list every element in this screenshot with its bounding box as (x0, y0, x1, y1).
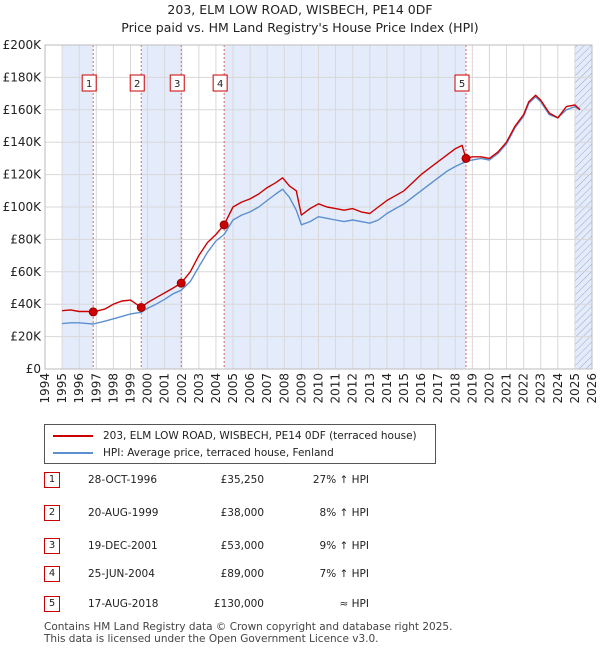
sale-label-box (81, 74, 97, 92)
sale-label-box (454, 74, 470, 92)
sale-label-number: 5 (459, 79, 465, 90)
x-tick-label: 2019 (465, 373, 479, 404)
table-row: 4 25-JUN-2004 £89,000 7% ↑ HPI (44, 566, 444, 584)
x-tick-label: 2022 (517, 373, 531, 404)
y-tick-label: £0 (26, 362, 41, 376)
sale-date: 28-OCT-1996 (88, 474, 157, 486)
footer-licence: This data is licensed under the Open Gov… (44, 633, 379, 645)
sale-number-badge: 2 (44, 505, 60, 521)
sale-number-badge: 1 (44, 472, 60, 488)
y-tick-label: £20K (10, 330, 42, 344)
x-tick-label: 1994 (38, 373, 52, 404)
x-tick-label: 2015 (397, 373, 411, 404)
x-tick-label: 2001 (158, 373, 172, 404)
x-tick-label: 2024 (551, 373, 565, 404)
sale-hpi-comparison: 8% ↑ HPI (319, 507, 369, 519)
x-tick-label: 2012 (346, 373, 360, 404)
sale-point (176, 278, 186, 288)
y-tick-label: £120K (3, 168, 43, 182)
x-tick-label: 2006 (243, 373, 257, 404)
legend-swatch-hpi (53, 452, 93, 454)
price-chart: £0 £20K £40K £60K £80K £100K £120K £140K £160K £1… (3, 38, 599, 404)
x-tick-label: 1997 (89, 373, 103, 404)
table-row: 2 20-AUG-1999 £38,000 8% ↑ HPI (44, 505, 444, 523)
x-tick-label: 2021 (500, 373, 514, 404)
table-row: 3 19-DEC-2001 £53,000 9% ↑ HPI (44, 538, 444, 556)
legend-label-price: 203, ELM LOW ROAD, WISBECH, PE14 0DF (te… (103, 430, 417, 442)
x-tick-label: 2008 (277, 373, 291, 404)
x-tick-label: 2026 (585, 373, 599, 404)
sale-price: £130,000 (213, 598, 264, 610)
sale-label-number: 1 (86, 79, 92, 90)
sale-hpi-comparison: ≈ HPI (339, 598, 369, 610)
x-tick-label: 1998 (106, 373, 120, 404)
footer-copyright: Contains HM Land Registry data © Crown c… (44, 621, 453, 633)
x-tick-label: 1996 (72, 373, 86, 404)
y-tick-label: £80K (10, 232, 42, 246)
sale-number-badge: 3 (44, 538, 60, 554)
sale-price: £35,250 (220, 474, 264, 486)
chart-title-address: 203, ELM LOW ROAD, WISBECH, PE14 0DF (167, 2, 433, 17)
x-tick-label: 2016 (414, 373, 428, 404)
sale-price: £89,000 (220, 568, 264, 580)
x-tick-label: 2000 (141, 373, 155, 404)
sale-label-number: 3 (174, 79, 180, 90)
table-row: 1 28-OCT-1996 £35,250 27% ↑ HPI (44, 472, 444, 490)
x-tick-label: 2010 (312, 373, 326, 404)
sale-point (88, 307, 98, 317)
y-tick-label: £140K (3, 135, 43, 149)
y-tick-label: £60K (10, 265, 42, 279)
chart-subtitle: Price paid vs. HM Land Registry's House … (121, 20, 479, 35)
x-tick-label: 2003 (192, 373, 206, 404)
sale-number-badge: 5 (44, 596, 60, 612)
sale-point (219, 220, 229, 230)
sale-label-number: 4 (217, 79, 223, 90)
x-tick-label: 2009 (294, 373, 308, 404)
legend-swatch-price (53, 435, 93, 437)
x-tick-label: 2013 (363, 373, 377, 404)
x-tick-label: 1995 (55, 373, 69, 404)
legend-item-price-paid: 203, ELM LOW ROAD, WISBECH, PE14 0DF (te… (53, 428, 417, 444)
x-tick-label: 2002 (175, 373, 189, 404)
y-tick-label: £200K (3, 38, 43, 52)
x-tick-label: 1999 (123, 373, 137, 404)
x-tick-label: 2017 (431, 373, 445, 404)
sale-date: 25-JUN-2004 (88, 568, 155, 580)
sale-price: £38,000 (220, 507, 264, 519)
sale-label-box (129, 74, 145, 92)
y-tick-label: £40K (10, 297, 42, 311)
legend-label-hpi: HPI: Average price, terraced house, Fenl… (103, 447, 334, 459)
table-row: 5 17-AUG-2018 £130,000 ≈ HPI (44, 596, 444, 614)
sale-hpi-comparison: 9% ↑ HPI (319, 540, 369, 552)
price-paid-line (62, 94, 581, 313)
sale-label-box (169, 74, 185, 92)
x-tick-label: 2018 (448, 373, 462, 404)
hpi-line (62, 96, 581, 325)
sale-point (136, 302, 146, 312)
x-tick-label: 2011 (329, 373, 343, 404)
x-tick-label: 2014 (380, 373, 394, 404)
y-tick-label: £100K (3, 200, 43, 214)
x-tick-label: 2007 (260, 373, 274, 404)
sale-label-box (212, 74, 228, 92)
sale-date: 17-AUG-2018 (88, 598, 159, 610)
sale-date: 19-DEC-2001 (88, 540, 158, 552)
sale-hpi-comparison: 7% ↑ HPI (319, 568, 369, 580)
x-tick-label: 2025 (568, 373, 582, 404)
legend-item-hpi: HPI: Average price, terraced house, Fenl… (53, 445, 334, 461)
x-tick-label: 2005 (226, 373, 240, 404)
y-tick-label: £180K (3, 70, 43, 84)
plot-frame (44, 44, 593, 370)
sale-point (461, 153, 471, 163)
sale-label-number: 2 (134, 79, 140, 90)
x-tick-label: 2023 (534, 373, 548, 404)
sale-price: £53,000 (220, 540, 264, 552)
sale-date: 20-AUG-1999 (88, 507, 159, 519)
sale-hpi-comparison: 27% ↑ HPI (312, 474, 369, 486)
y-tick-label: £160K (3, 103, 43, 117)
sale-number-badge: 4 (44, 566, 60, 582)
chart-legend: 203, ELM LOW ROAD, WISBECH, PE14 0DF (te… (44, 424, 436, 464)
x-tick-label: 2020 (482, 373, 496, 404)
x-tick-label: 2004 (209, 373, 223, 404)
